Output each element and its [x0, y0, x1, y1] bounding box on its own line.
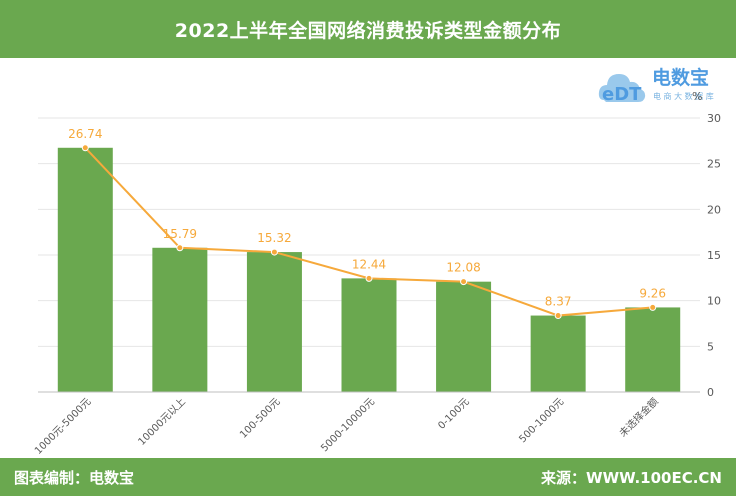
y-tick-label: 5	[707, 340, 714, 353]
logo-brand-en: eDT	[602, 84, 642, 105]
data-label: 8.37	[545, 295, 572, 309]
bar	[152, 247, 208, 392]
data-labels: 26.74 15.79 15.32 12.44 12.08 8.37 9.26	[68, 127, 666, 309]
y-tick-label: 20	[707, 203, 721, 216]
data-label: 15.79	[163, 227, 197, 241]
footer-source: 来源：WWW.100EC.CN	[541, 469, 722, 487]
bar	[246, 252, 302, 392]
logo: eDT 电数宝 电 商 大 数 据 库	[598, 62, 728, 108]
y-tick-label: 0	[707, 386, 714, 399]
y-tick-label: 25	[707, 158, 721, 171]
data-label: 15.32	[257, 231, 291, 245]
logo-brand-cn: 电数宝	[652, 66, 709, 89]
data-label: 26.74	[68, 127, 102, 141]
line-point	[81, 144, 89, 152]
footer-credit: 图表编制：电数宝	[14, 469, 135, 487]
x-tick-label: 500-1000元	[517, 396, 566, 445]
x-tick-label: 5000-10000元	[319, 396, 377, 454]
title-bar: 2022上半年全国网络消费投诉类型金额分布	[0, 0, 736, 58]
bar	[436, 281, 492, 392]
y-axis: 0 5 10 15 20 25 30	[707, 112, 721, 399]
bar	[341, 278, 397, 392]
bar	[625, 307, 681, 392]
x-tick-label: 0-100元	[436, 396, 471, 431]
overlay-line	[81, 144, 657, 320]
chart-area: 26.74 15.79 15.32 12.44 12.08 8.37 9.26 0 5 10 15…	[33, 90, 721, 457]
line-point	[365, 274, 373, 282]
x-tick-label: 100-500元	[238, 396, 282, 440]
cloud-logo-icon: eDT 电数宝 电 商 大 数 据 库	[598, 66, 714, 105]
data-label: 12.08	[446, 261, 480, 275]
chart-title: 2022上半年全国网络消费投诉类型金额分布	[174, 19, 562, 42]
line-point	[554, 312, 562, 320]
logo-tagline: 电 商 大 数 据 库	[653, 91, 714, 101]
y-tick-label: 30	[707, 112, 721, 125]
line-point	[176, 244, 184, 252]
x-axis: 1000元-5000元 10000元以上 100-500元 5000-10000元 0-…	[33, 391, 700, 457]
bar	[530, 315, 586, 392]
line-point	[460, 278, 468, 286]
x-tick-label: 未选择金额	[616, 395, 661, 440]
y-axis-unit: %	[692, 90, 702, 103]
data-label: 9.26	[639, 286, 666, 300]
x-tick-label: 10000元以上	[136, 396, 188, 448]
bars	[57, 147, 681, 392]
data-label: 12.44	[352, 257, 386, 271]
x-tick-label: 1000元-5000元	[33, 396, 93, 456]
line-point	[270, 248, 278, 256]
line-point	[649, 303, 657, 311]
footer: 图表编制：电数宝 来源：WWW.100EC.CN	[0, 458, 736, 496]
bar	[57, 147, 113, 392]
y-tick-label: 15	[707, 249, 721, 262]
y-tick-label: 10	[707, 295, 721, 308]
